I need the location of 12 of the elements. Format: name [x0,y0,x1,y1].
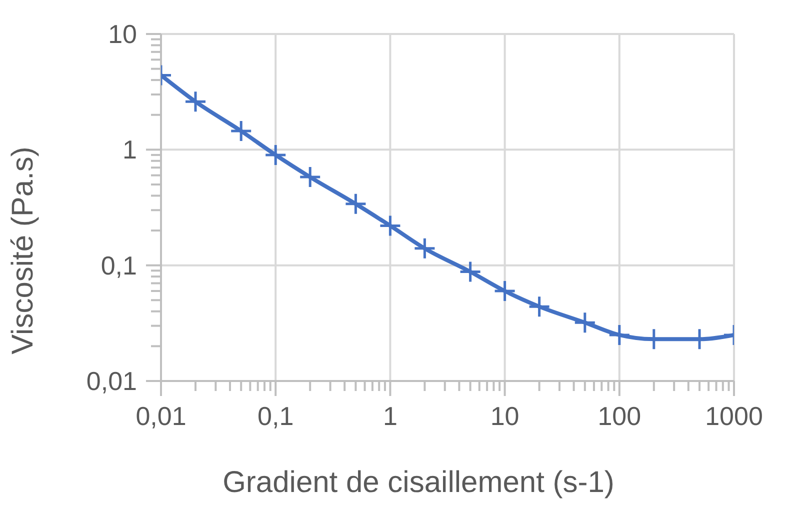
x-axis-title: Gradient de cisaillement (s-1) [222,466,614,499]
x-tick-label: 0,01 [136,401,186,431]
y-tick-label: 0,01 [86,366,137,396]
y-tick-label: 0,1 [100,250,137,280]
x-tick-label: 0,1 [258,401,294,431]
x-tick-label: 1 [382,401,398,431]
y-tick-label: 1 [122,134,137,165]
x-tick-label: 10 [490,401,520,431]
x-tick-label: 1000 [705,401,763,431]
y-axis-title: Viscosité (Pa.s) [6,146,40,354]
y-tick-label: 10 [108,19,137,49]
x-tick-label: 100 [598,401,642,431]
